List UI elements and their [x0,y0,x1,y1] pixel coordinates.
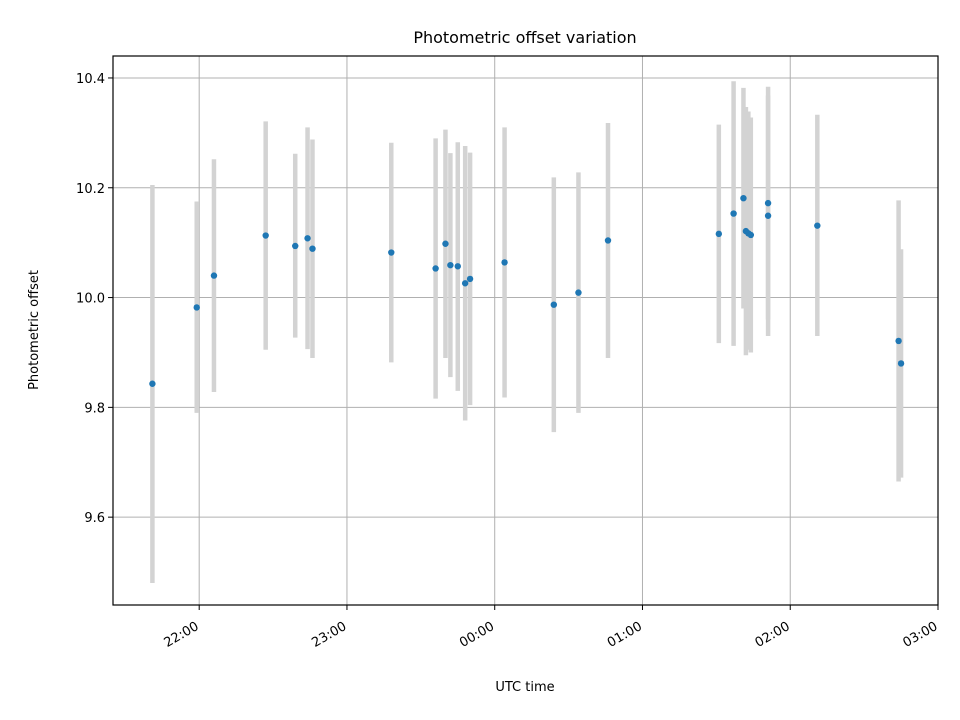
plot-area [113,56,938,605]
data-point [210,272,218,279]
data-point [447,261,454,269]
data-point [604,237,612,244]
data-point [432,265,439,272]
data-point [149,380,156,387]
data-point [304,235,311,242]
data-point [895,337,902,345]
data-point [897,360,905,367]
data-point [814,222,821,229]
data-point [262,232,269,239]
data-point [550,301,558,308]
y-tick-label: 10.2 [76,182,105,197]
data-point [193,304,200,311]
x-axis-label: UTC time [495,680,554,695]
data-point [747,231,755,239]
y-tick-label: 10.0 [76,292,105,307]
data-point [740,194,747,202]
data-point [388,249,395,256]
data-point [764,212,772,219]
data-point [715,230,723,238]
y-tick-label: 9.8 [84,401,105,416]
plot-frame [112,55,939,606]
data-points [149,194,905,387]
data-point [730,210,737,217]
data-point [764,199,772,207]
y-tick-label: 10.4 [76,72,105,87]
chart-title: Photometric offset variation [413,28,636,47]
data-point [454,263,461,270]
data-point [466,275,474,283]
data-point [442,240,449,247]
y-axis-label: Photometric offset [27,270,42,390]
data-point [501,259,508,266]
data-point [292,242,299,250]
data-point [575,289,582,296]
data-point [461,280,469,287]
data-point [309,245,316,252]
y-axis: 9.6 9.8 10.0 10.2 10.4 [76,72,113,526]
grid [113,56,939,605]
y-tick-label: 9.6 [84,511,105,526]
